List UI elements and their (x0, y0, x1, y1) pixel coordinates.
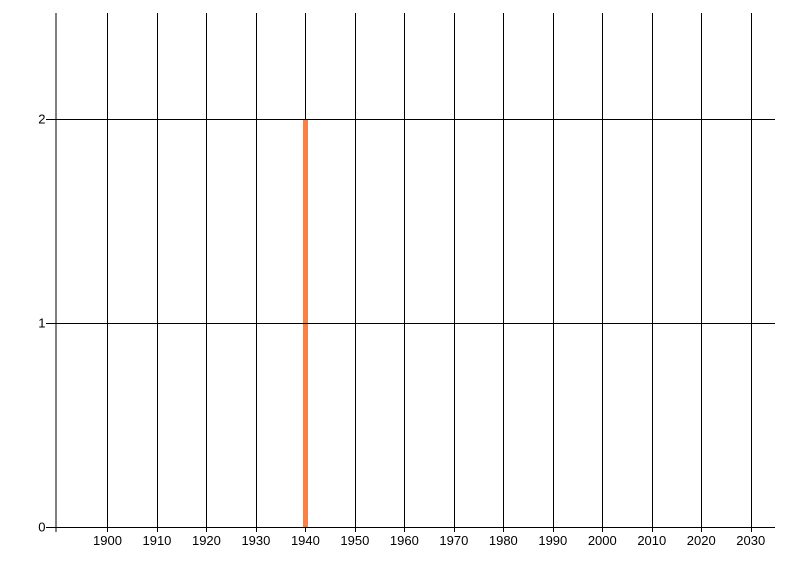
x-tick-label: 1910 (142, 533, 171, 548)
x-tick-label: 1940 (291, 533, 320, 548)
x-tick-label: 1980 (489, 533, 518, 548)
x-tick-label: 1930 (241, 533, 270, 548)
x-tick-label: 1970 (439, 533, 468, 548)
x-tick-label: 2010 (637, 533, 666, 548)
x-tick-label: 1920 (192, 533, 221, 548)
x-tick-label: 1960 (390, 533, 419, 548)
x-tick-label: 2020 (687, 533, 716, 548)
x-tick-label: 2030 (736, 533, 765, 548)
x-tick-label: 2000 (588, 533, 617, 548)
y-tick-label: 1 (38, 316, 45, 331)
x-tick-label: 1950 (340, 533, 369, 548)
y-tick-label: 0 (38, 520, 45, 535)
x-tick-label: 1990 (538, 533, 567, 548)
y-tick-label: 2 (38, 112, 45, 127)
x-tick-label: 1900 (93, 533, 122, 548)
